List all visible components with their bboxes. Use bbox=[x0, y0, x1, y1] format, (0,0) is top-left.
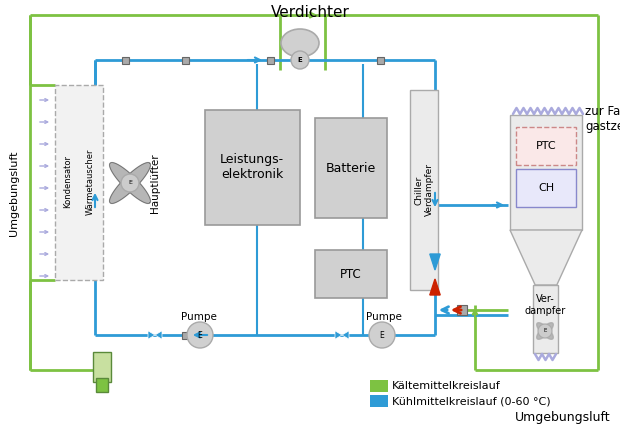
Text: Kondensator: Kondensator bbox=[63, 155, 73, 208]
Text: E: E bbox=[379, 331, 384, 340]
Text: Pumpe: Pumpe bbox=[366, 312, 402, 322]
Bar bbox=[510, 115, 582, 230]
Text: Batterie: Batterie bbox=[326, 161, 376, 175]
Text: CH: CH bbox=[538, 183, 554, 193]
Text: PTC: PTC bbox=[536, 141, 556, 151]
Bar bbox=[377, 57, 384, 64]
Polygon shape bbox=[335, 331, 342, 339]
Polygon shape bbox=[537, 323, 553, 339]
Text: Ver-
dampfer: Ver- dampfer bbox=[525, 294, 565, 316]
Circle shape bbox=[121, 174, 139, 192]
Bar bbox=[457, 305, 467, 315]
Text: Chiller
Verdampfer: Chiller Verdampfer bbox=[414, 164, 434, 216]
Bar bbox=[370, 395, 388, 407]
Polygon shape bbox=[510, 230, 582, 285]
Text: E: E bbox=[128, 181, 132, 185]
Polygon shape bbox=[110, 163, 151, 203]
Bar bbox=[205, 110, 300, 225]
Circle shape bbox=[369, 322, 395, 348]
Text: Kältemittelkreislauf: Kältemittelkreislauf bbox=[392, 381, 501, 391]
Text: Pumpe: Pumpe bbox=[181, 312, 217, 322]
Polygon shape bbox=[537, 323, 553, 339]
Circle shape bbox=[538, 324, 552, 338]
Bar bbox=[93, 352, 111, 382]
Circle shape bbox=[187, 322, 213, 348]
Text: Leistungs-
elektronik: Leistungs- elektronik bbox=[220, 153, 284, 181]
Text: Hauptlüfter: Hauptlüfter bbox=[150, 153, 160, 213]
Bar bbox=[96, 378, 108, 392]
Text: E: E bbox=[198, 331, 202, 340]
Text: zur Fahr-
gastzelle: zur Fahr- gastzelle bbox=[585, 105, 620, 133]
Bar bbox=[533, 285, 558, 353]
Text: PTC: PTC bbox=[340, 268, 362, 280]
Bar bbox=[377, 332, 384, 339]
Polygon shape bbox=[430, 254, 440, 270]
Polygon shape bbox=[148, 331, 155, 339]
Bar bbox=[410, 90, 438, 290]
Bar bbox=[516, 127, 576, 165]
Circle shape bbox=[291, 51, 309, 69]
Text: Umgebungsluft: Umgebungsluft bbox=[515, 411, 610, 424]
Text: Umgebungsluft: Umgebungsluft bbox=[9, 150, 19, 236]
Text: Kühlmittelkreislauf (0-60 °C): Kühlmittelkreislauf (0-60 °C) bbox=[392, 396, 551, 406]
Text: E: E bbox=[298, 57, 303, 63]
Bar bbox=[122, 57, 129, 64]
Bar bbox=[267, 57, 274, 64]
Polygon shape bbox=[110, 163, 151, 203]
Bar bbox=[55, 85, 103, 280]
Bar bbox=[182, 57, 189, 64]
Bar bbox=[516, 169, 576, 207]
Bar bbox=[370, 380, 388, 392]
Text: Wärmetauscher: Wärmetauscher bbox=[86, 149, 94, 215]
Text: E: E bbox=[543, 328, 547, 334]
Polygon shape bbox=[430, 279, 440, 295]
Polygon shape bbox=[342, 331, 349, 339]
Bar bbox=[315, 250, 387, 298]
Text: Verdichter: Verdichter bbox=[270, 5, 350, 20]
Polygon shape bbox=[155, 331, 162, 339]
Ellipse shape bbox=[281, 29, 319, 57]
Bar bbox=[315, 118, 387, 218]
Bar bbox=[182, 332, 189, 339]
